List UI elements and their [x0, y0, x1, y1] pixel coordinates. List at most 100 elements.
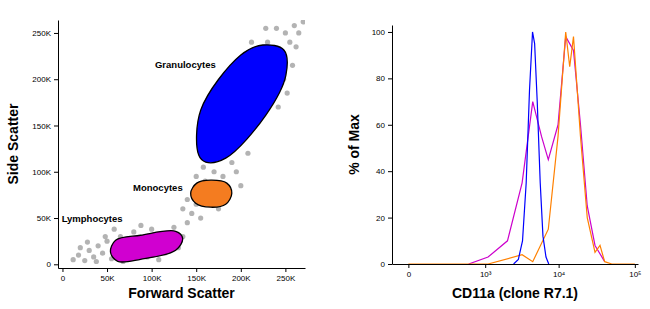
event-series [71, 20, 305, 264]
x-tick-label: 10³ [480, 270, 492, 279]
x-tick: 10⁵ [629, 264, 641, 279]
event-point [104, 239, 109, 244]
event-point [82, 258, 87, 263]
x-tick-label: 10⁵ [629, 270, 641, 279]
y-tick-mark [54, 218, 58, 219]
gate-label: Lymphocytes [62, 213, 123, 224]
y-tick: 0 [47, 260, 58, 269]
event-point [265, 40, 270, 45]
histogram-line [514, 32, 549, 264]
y-tick: 80 [376, 74, 392, 83]
x-tick: 10³ [480, 264, 492, 279]
event-point [112, 227, 117, 232]
x-tick-mark [196, 268, 197, 272]
event-point [96, 243, 101, 248]
x-tick-label: 150K [187, 274, 206, 283]
x-tick-mark [241, 268, 242, 272]
chart: 010³10⁴10⁵020406080100CD11a (clone R7.1)… [346, 26, 642, 302]
x-tick-label: 100K [143, 274, 162, 283]
event-point [276, 104, 281, 109]
y-tick-mark [388, 264, 392, 265]
x-tick: 0 [61, 268, 66, 283]
x-tick: 10⁴ [553, 264, 566, 279]
x-tick-mark [485, 264, 486, 268]
y-tick-label: 250K [32, 29, 51, 38]
x-tick-label: 50K [100, 274, 115, 283]
y-tick-mark [388, 218, 392, 219]
y-tick-mark [54, 79, 58, 80]
y-tick-mark [54, 33, 58, 34]
gate-label: Granulocytes [155, 59, 216, 70]
event-point [234, 169, 239, 174]
y-tick: 100K [32, 168, 58, 177]
x-axis-title: CD11a (clone R7.1) [452, 285, 578, 301]
y-tick-mark [388, 78, 392, 79]
y-axis-title: Side Scatter [5, 103, 21, 184]
y-axis-line [392, 26, 393, 265]
x-tick-mark [559, 264, 560, 268]
gate [110, 231, 182, 263]
event-point [263, 26, 268, 31]
gate [191, 180, 232, 207]
event-point [189, 211, 194, 216]
x-tick: 200K [232, 268, 251, 283]
event-point [100, 251, 105, 256]
y-tick-label: 0 [381, 260, 386, 269]
plot-area [71, 20, 305, 264]
histogram-line [408, 32, 634, 264]
event-point [180, 206, 185, 211]
x-tick-mark [107, 268, 108, 272]
y-tick: 20 [376, 214, 392, 223]
event-point [194, 174, 199, 179]
x-tick-label: 10⁴ [553, 270, 566, 279]
y-tick: 60 [376, 121, 392, 130]
x-tick: 100K [143, 268, 162, 283]
x-tick: 0 [407, 264, 412, 279]
y-axis-title: % of Max [346, 114, 362, 175]
x-tick-mark [285, 268, 286, 272]
event-point [296, 30, 301, 35]
event-point [245, 151, 250, 156]
event-point [156, 257, 161, 262]
y-axis: 020406080100 [372, 26, 393, 270]
event-point [185, 197, 190, 202]
event-point [71, 257, 76, 262]
histogram-line [469, 37, 605, 264]
event-point [198, 215, 203, 220]
y-tick-label: 20 [376, 214, 385, 223]
y-tick-label: 80 [376, 74, 385, 83]
chart: 0 50K 100K 150K 200K 250K 0 50K 100K 150K 200K 250K… [5, 19, 306, 301]
event-point [103, 234, 108, 239]
x-axis: 0 50K 100K 150K 200K 250K [59, 268, 306, 283]
y-tick-mark [54, 125, 58, 126]
y-tick-label: 150K [32, 122, 51, 131]
event-point [249, 40, 254, 45]
y-tick-label: 40 [376, 167, 385, 176]
plot-area [408, 32, 634, 264]
x-tick-label: 250K [277, 274, 296, 283]
event-point [85, 239, 90, 244]
y-axis-line [58, 21, 59, 269]
x-axis-title: Forward Scatter [128, 285, 235, 301]
event-point [229, 160, 234, 165]
event-point [293, 44, 298, 49]
y-axis: 0 50K 100K 150K 200K 250K [32, 21, 58, 270]
event-point [285, 91, 290, 96]
y-tick-mark [388, 171, 392, 172]
event-point [290, 63, 295, 68]
event-point [94, 259, 99, 264]
y-tick-label: 200K [32, 75, 51, 84]
figure: 0 50K 100K 150K 200K 250K 0 50K 100K 150K 200K 250K… [0, 0, 650, 309]
y-tick-label: 100K [32, 168, 51, 177]
x-tick-mark [635, 264, 636, 268]
y-tick: 50K [37, 214, 58, 223]
event-point [78, 245, 83, 250]
y-tick-mark [388, 125, 392, 126]
event-point [238, 183, 243, 188]
x-tick: 50K [100, 268, 115, 283]
x-tick-mark [62, 268, 63, 272]
event-point [201, 165, 206, 170]
y-tick-label: 50K [37, 214, 52, 223]
event-point [76, 252, 81, 257]
x-tick-mark [152, 268, 153, 272]
